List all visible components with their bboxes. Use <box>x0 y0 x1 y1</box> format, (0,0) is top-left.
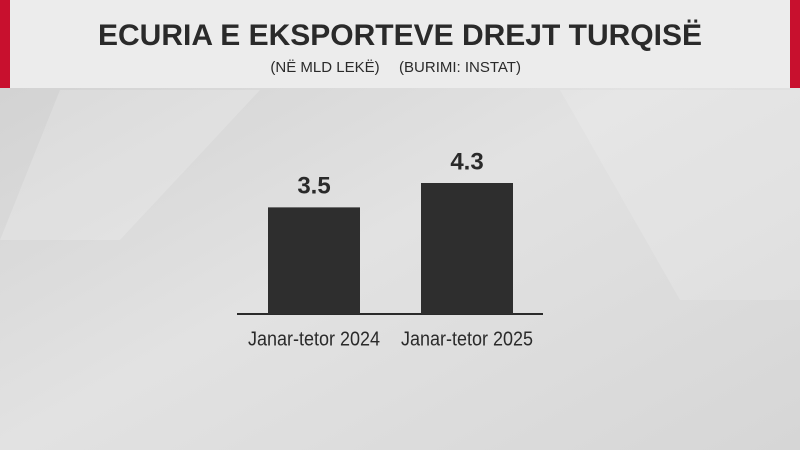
header-accent <box>790 0 800 88</box>
chart-title: ECURIA E EKSPORTEVE DREJT TURQISË <box>98 19 702 52</box>
x-tick-label: Janar-tetor 2025 <box>401 328 533 350</box>
chart-subtitle: (NË MLD LEKË) <box>270 59 379 76</box>
value-label: 4.3 <box>450 148 483 175</box>
background-shape <box>560 90 800 300</box>
header-band <box>0 0 800 88</box>
bar <box>268 207 360 314</box>
x-tick-label: Janar-tetor 2024 <box>248 328 380 350</box>
value-label: 3.5 <box>297 173 330 200</box>
bar <box>421 183 513 314</box>
chart-source: (BURIMI: INSTAT) <box>399 59 521 76</box>
header-accent <box>0 0 10 88</box>
background-shape <box>0 90 260 240</box>
